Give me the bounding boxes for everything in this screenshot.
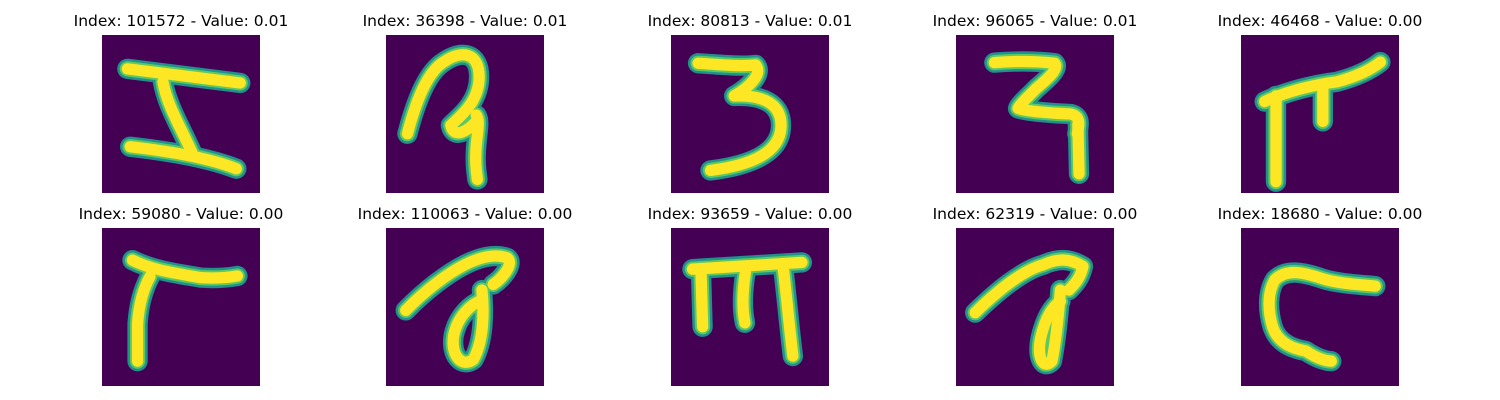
glyph-image bbox=[386, 35, 544, 193]
glyph-stroke bbox=[1259, 56, 1387, 108]
glyph-image bbox=[386, 228, 544, 386]
panel-title: Index: 62319 - Value: 0.00 bbox=[932, 205, 1138, 223]
glyph-image bbox=[956, 35, 1114, 193]
glyph-image bbox=[671, 228, 829, 386]
panel-10: Index: 18680 - Value: 0.00 bbox=[1178, 205, 1462, 386]
image-background bbox=[102, 228, 260, 386]
glyph-stroke bbox=[401, 49, 485, 140]
glyph-stroke bbox=[969, 254, 1089, 319]
glyph-stroke bbox=[157, 76, 198, 160]
panel-5: Index: 46468 - Value: 0.00 bbox=[1178, 12, 1462, 193]
panel-title: Index: 110063 - Value: 0.00 bbox=[357, 205, 573, 223]
panel-8: Index: 93659 - Value: 0.00 bbox=[608, 205, 892, 386]
glyph-stroke bbox=[124, 141, 242, 175]
panel-title: Index: 36398 - Value: 0.01 bbox=[362, 12, 568, 30]
glyph-image bbox=[102, 35, 260, 193]
glyph-stroke bbox=[121, 63, 246, 89]
panel-title: Index: 59080 - Value: 0.00 bbox=[78, 205, 284, 223]
panel-3: Index: 80813 - Value: 0.01 bbox=[608, 12, 892, 193]
glyph-stroke bbox=[777, 258, 799, 362]
glyph-stroke bbox=[470, 109, 484, 186]
glyph-image bbox=[1241, 228, 1399, 386]
glyph-stroke bbox=[447, 284, 489, 368]
glyph-image bbox=[1241, 35, 1399, 193]
panel-7: Index: 110063 - Value: 0.00 bbox=[323, 205, 607, 386]
glyph-stroke bbox=[1263, 266, 1381, 367]
panel-title: Index: 80813 - Value: 0.01 bbox=[647, 12, 853, 30]
panel-1: Index: 101572 - Value: 0.01 bbox=[39, 12, 323, 193]
panel-4: Index: 96065 - Value: 0.01 bbox=[893, 12, 1177, 193]
glyph-stroke bbox=[1033, 284, 1067, 370]
panel-9: Index: 62319 - Value: 0.00 bbox=[893, 205, 1177, 386]
glyph-image bbox=[102, 228, 260, 386]
panel-6: Index: 59080 - Value: 0.00 bbox=[39, 205, 323, 386]
panel-title: Index: 46468 - Value: 0.00 bbox=[1217, 12, 1423, 30]
glyph-stroke bbox=[695, 262, 709, 333]
glyph-image bbox=[956, 228, 1114, 386]
panel-title: Index: 101572 - Value: 0.01 bbox=[73, 12, 289, 30]
glyph-stroke bbox=[400, 250, 516, 317]
glyph-stroke bbox=[126, 254, 244, 284]
panel-title: Index: 93659 - Value: 0.00 bbox=[647, 205, 853, 223]
glyph-stroke bbox=[692, 57, 787, 177]
glyph-stroke bbox=[737, 266, 752, 329]
glyph-image bbox=[671, 35, 829, 193]
glyph-stroke bbox=[1072, 118, 1085, 180]
glyph-stroke bbox=[988, 55, 1085, 140]
panel-title: Index: 18680 - Value: 0.00 bbox=[1217, 205, 1423, 223]
glyph-stroke bbox=[131, 270, 156, 367]
panel-title: Index: 96065 - Value: 0.01 bbox=[932, 12, 1138, 30]
panel-2: Index: 36398 - Value: 0.01 bbox=[323, 12, 607, 193]
